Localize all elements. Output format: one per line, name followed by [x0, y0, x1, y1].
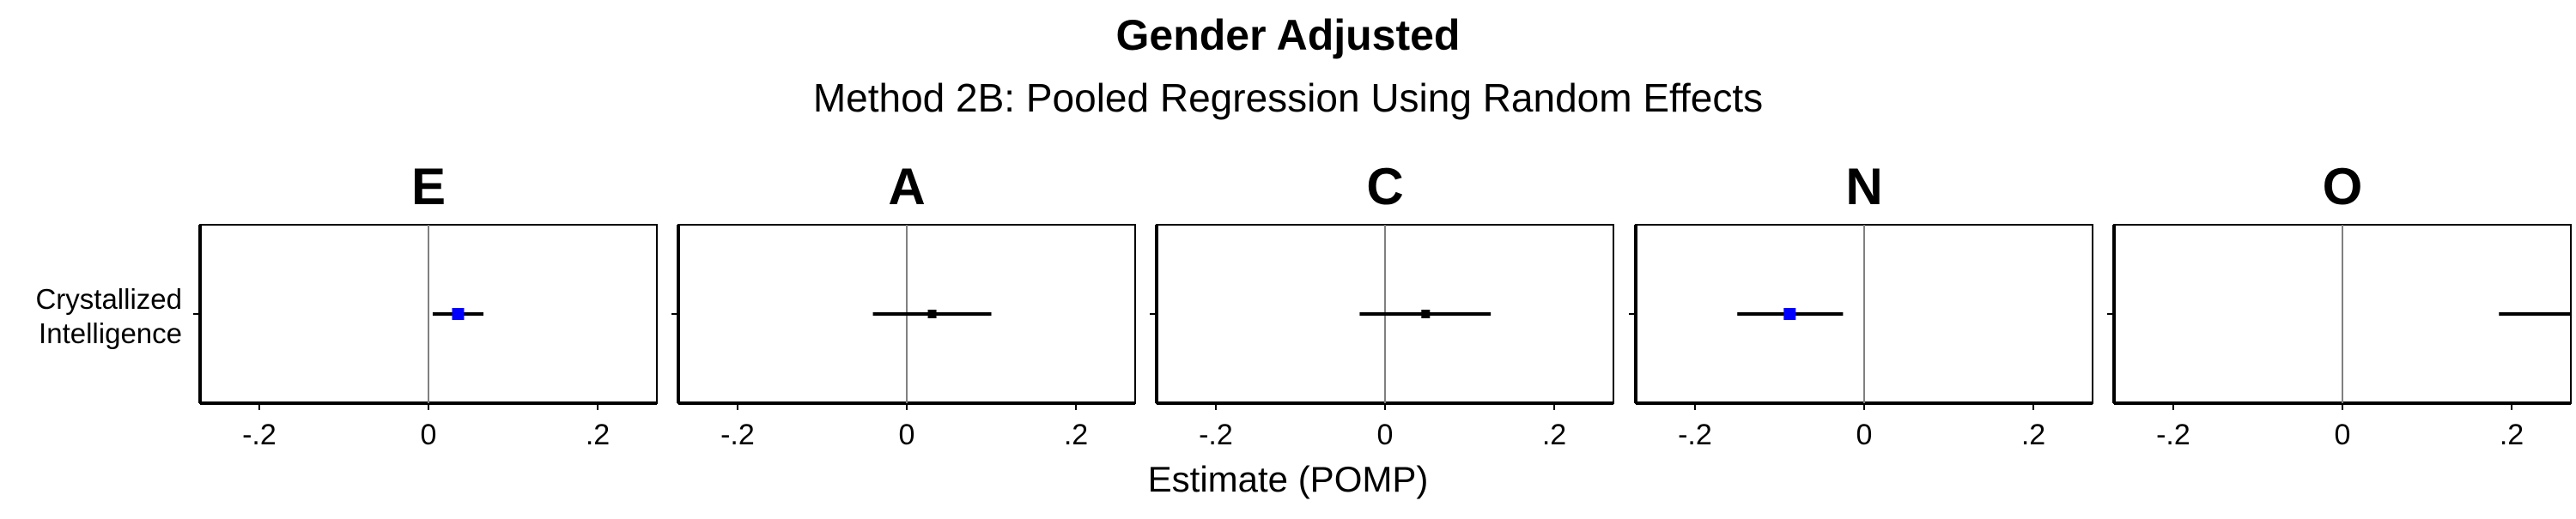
x-tick-label: .2	[2021, 419, 2045, 451]
x-tick-label: -.2	[720, 419, 755, 451]
x-tick-label: -.2	[2156, 419, 2190, 451]
x-axis-label: Estimate (POMP)	[1148, 459, 1429, 499]
x-tick-label: 0	[2335, 419, 2351, 451]
x-tick-label: 0	[1856, 419, 1873, 451]
x-tick-label: .2	[2500, 419, 2524, 451]
panel-title-a: A	[888, 158, 925, 215]
x-tick-label: 0	[899, 419, 915, 451]
row-label-line: Crystallized	[35, 283, 182, 315]
panel-title-c: C	[1366, 158, 1403, 215]
x-tick-label: .2	[1064, 419, 1088, 451]
panel-title-e: E	[411, 158, 446, 215]
point-estimate-a	[928, 310, 937, 318]
row-label-line: Intelligence	[39, 317, 182, 349]
x-tick-label: .2	[1542, 419, 1566, 451]
x-tick-label: 0	[421, 419, 437, 451]
point-estimate-e	[452, 308, 464, 320]
point-estimate-n	[1783, 308, 1795, 320]
point-estimate-c	[1421, 310, 1430, 318]
x-tick-label: .2	[586, 419, 610, 451]
x-tick-label: -.2	[1199, 419, 1233, 451]
chart-title: Gender Adjusted	[1116, 11, 1461, 59]
panel-title-n: N	[1845, 158, 1882, 215]
chart-subtitle: Method 2B: Pooled Regression Using Rando…	[813, 75, 1763, 120]
x-tick-label: -.2	[242, 419, 276, 451]
x-tick-label: 0	[1377, 419, 1394, 451]
x-tick-label: -.2	[1678, 419, 1712, 451]
panel-title-o: O	[2323, 158, 2363, 215]
